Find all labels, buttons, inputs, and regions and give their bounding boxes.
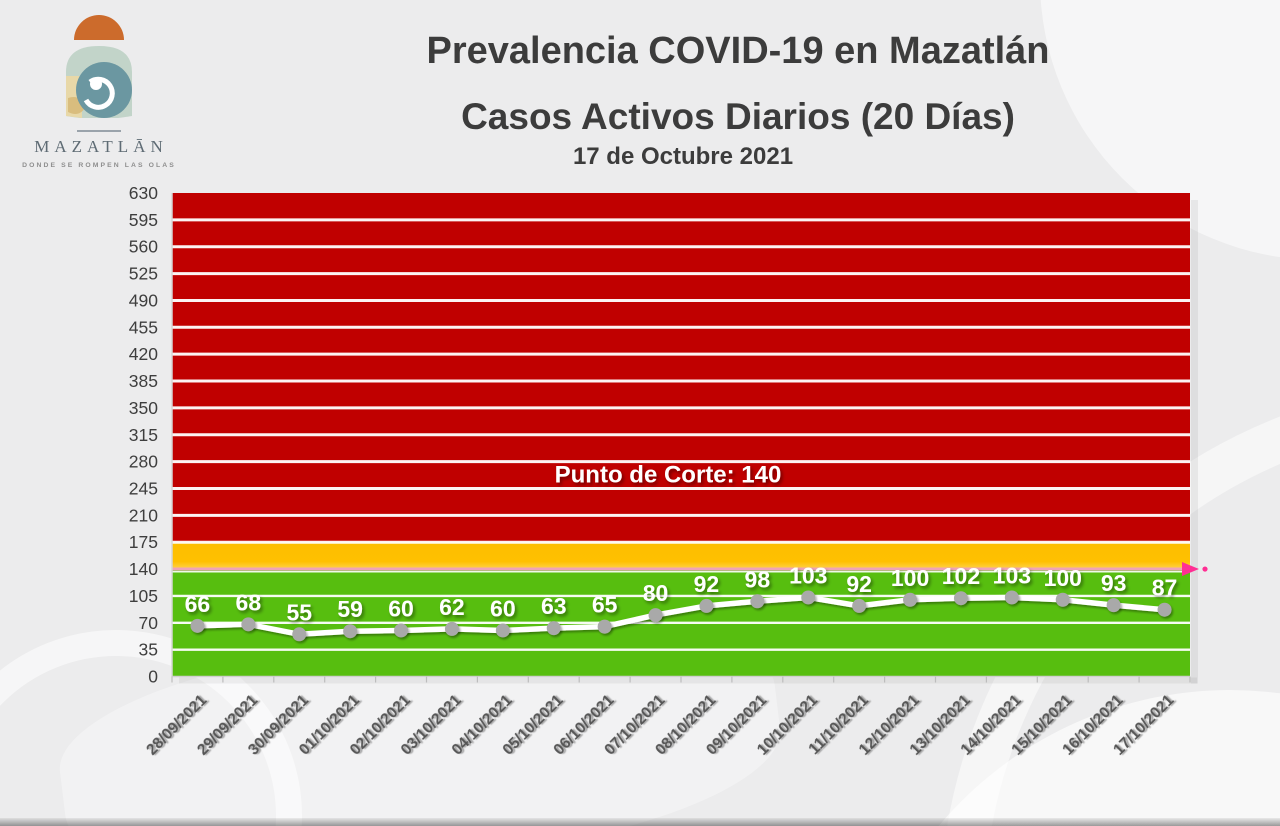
- data-label: 92: [846, 571, 872, 597]
- data-label: 60: [490, 595, 516, 621]
- data-point: [903, 592, 918, 607]
- y-axis-label: 0: [148, 667, 158, 687]
- data-point: [1106, 598, 1121, 613]
- data-label: 55: [286, 599, 312, 625]
- y-axis-label: 140: [129, 559, 158, 579]
- data-label: 102: [942, 563, 980, 589]
- data-label: 68: [236, 589, 262, 615]
- data-point: [1004, 590, 1019, 605]
- data-label: 80: [643, 580, 669, 606]
- data-point: [801, 590, 816, 605]
- mazatlan-logo-mark: [66, 15, 132, 119]
- y-axis-label: 630: [129, 183, 158, 203]
- data-point: [190, 618, 205, 633]
- data-label: 103: [993, 562, 1031, 588]
- data-label: 92: [694, 571, 720, 597]
- y-axis-label: 455: [129, 317, 158, 337]
- plot-shadow-right: [1191, 200, 1198, 684]
- data-label: 65: [592, 592, 618, 618]
- data-point: [495, 623, 510, 638]
- y-axis-label: 210: [129, 505, 158, 525]
- data-point: [343, 624, 358, 639]
- data-point: [241, 617, 256, 632]
- data-point: [444, 621, 459, 636]
- page-title: Prevalencia COVID-19 en Mazatlán: [426, 30, 1050, 72]
- data-label: 66: [185, 591, 211, 617]
- data-point: [1157, 602, 1172, 617]
- data-point: [546, 621, 561, 636]
- page-date: 17 de Octubre 2021: [572, 143, 794, 170]
- y-axis-label: 560: [129, 237, 158, 257]
- y-axis-label: 490: [129, 290, 158, 310]
- y-axis-label: 385: [129, 371, 158, 391]
- y-axis-label: 315: [129, 425, 158, 445]
- data-label: 62: [439, 594, 465, 620]
- logo-spiral-icon: [76, 62, 132, 118]
- y-axis-label: 280: [129, 452, 158, 472]
- mazatlan-logo: MAZATLĀN DONDE SE ROMPEN LAS OLAS: [18, 6, 180, 169]
- y-axis-label: 105: [129, 586, 158, 606]
- y-axis-label: 245: [129, 478, 158, 498]
- slide-bottom-edge: [0, 818, 1280, 826]
- y-axis-label: 595: [129, 210, 158, 230]
- data-point: [1055, 592, 1070, 607]
- cutoff-arrow-icon: [1182, 562, 1199, 577]
- data-point: [292, 627, 307, 642]
- data-label: 98: [745, 566, 771, 592]
- logo-spiral-eye: [90, 78, 102, 90]
- data-point: [648, 608, 663, 623]
- logo-divider: [77, 130, 121, 132]
- logo-sun-icon: [74, 15, 124, 40]
- data-label: 100: [1044, 565, 1082, 591]
- data-label: 93: [1101, 570, 1127, 596]
- data-label: 103: [789, 562, 827, 588]
- cutoff-annotation: Punto de Corte: 140: [555, 461, 782, 488]
- y-axis-label: 175: [129, 532, 158, 552]
- page-subtitle: Casos Activos Diarios (20 Días): [461, 96, 1015, 137]
- data-point: [953, 591, 968, 606]
- data-label: 100: [891, 565, 929, 591]
- plot-shadow-bottom: [179, 677, 1197, 684]
- data-label: 63: [541, 593, 567, 619]
- logo-tagline: DONDE SE ROMPEN LAS OLAS: [22, 162, 176, 169]
- data-point: [852, 598, 867, 613]
- data-point: [597, 619, 612, 634]
- logo-wordmark: MAZATLĀN: [34, 137, 168, 156]
- cutoff-arrow-dot: [1202, 566, 1208, 572]
- zone-warning: [172, 542, 1190, 570]
- data-point: [750, 594, 765, 609]
- data-point: [699, 598, 714, 613]
- zone-danger: [172, 193, 1190, 543]
- data-point: [394, 623, 409, 638]
- y-axis-label: 350: [129, 398, 158, 418]
- y-axis-label: 35: [139, 640, 158, 660]
- y-axis-label: 420: [129, 344, 158, 364]
- y-axis-label: 525: [129, 264, 158, 284]
- data-label: 59: [337, 596, 363, 622]
- trend-line: [194, 594, 1168, 638]
- data-label: 87: [1152, 575, 1178, 601]
- y-axis-label: 70: [139, 613, 159, 633]
- data-label: 60: [388, 595, 414, 621]
